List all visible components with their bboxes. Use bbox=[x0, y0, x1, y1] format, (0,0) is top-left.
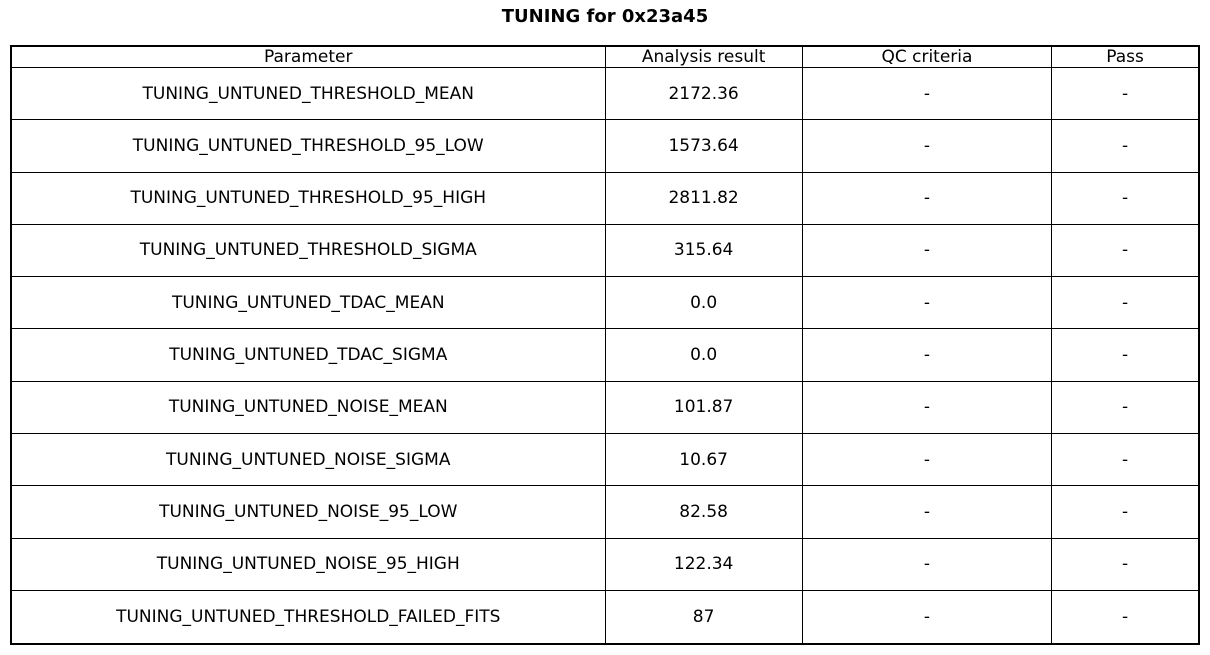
parameter-cell: TUNING_UNTUNED_THRESHOLD_MEAN bbox=[10, 66, 606, 121]
qc-criteria-cell: - bbox=[801, 276, 1053, 330]
table-header: Parameter Analysis result QC criteria Pa… bbox=[10, 45, 1200, 68]
analysis-result-cell: 87 bbox=[604, 589, 803, 645]
table-row: TUNING_UNTUNED_NOISE_95_HIGH 122.34- - bbox=[10, 537, 1200, 591]
col-header-qc-criteria: QC criteria bbox=[801, 45, 1053, 68]
qc-criteria-cell: - bbox=[801, 537, 1053, 591]
pass-cell: - bbox=[1051, 66, 1200, 121]
parameter-cell: TUNING_UNTUNED_NOISE_95_LOW bbox=[10, 485, 606, 539]
parameter-cell: TUNING_UNTUNED_NOISE_MEAN bbox=[10, 380, 606, 434]
analysis-result-cell: 82.58 bbox=[604, 485, 803, 539]
qc-criteria-cell: - bbox=[801, 432, 1053, 487]
qc-criteria-cell: - bbox=[801, 223, 1053, 278]
parameter-cell: TUNING_UNTUNED_THRESHOLD_95_HIGH bbox=[10, 171, 606, 225]
analysis-result-cell: 1573.64 bbox=[604, 119, 803, 173]
analysis-result-cell: 101.87 bbox=[604, 380, 803, 434]
pass-cell: - bbox=[1051, 380, 1200, 434]
qc-criteria-cell: - bbox=[801, 380, 1053, 434]
parameter-cell: TUNING_UNTUNED_TDAC_SIGMA bbox=[10, 328, 606, 382]
pass-cell: - bbox=[1051, 589, 1200, 645]
pass-cell: - bbox=[1051, 537, 1200, 591]
analysis-result-cell: 315.64 bbox=[604, 223, 803, 278]
parameter-cell: TUNING_UNTUNED_NOISE_SIGMA bbox=[10, 432, 606, 487]
analysis-result-cell: 10.67 bbox=[604, 432, 803, 487]
parameter-cell: TUNING_UNTUNED_TDAC_MEAN bbox=[10, 276, 606, 330]
table-row: TUNING_UNTUNED_THRESHOLD_95_LOW 1573.64- - bbox=[10, 119, 1200, 173]
parameter-cell: TUNING_UNTUNED_NOISE_95_HIGH bbox=[10, 537, 606, 591]
col-header-parameter: Parameter bbox=[10, 45, 606, 68]
analysis-result-cell: 0.0 bbox=[604, 276, 803, 330]
qc-criteria-cell: - bbox=[801, 589, 1053, 645]
parameter-cell: TUNING_UNTUNED_THRESHOLD_95_LOW bbox=[10, 119, 606, 173]
analysis-result-cell: 0.0 bbox=[604, 328, 803, 382]
pass-cell: - bbox=[1051, 328, 1200, 382]
pass-cell: - bbox=[1051, 223, 1200, 278]
table-row: TUNING_UNTUNED_NOISE_MEAN 101.87- - bbox=[10, 380, 1200, 434]
table-row: TUNING_UNTUNED_TDAC_MEAN 0.0- - bbox=[10, 276, 1200, 330]
table-body: TUNING_UNTUNED_THRESHOLD_MEAN 2172.36- - TU… bbox=[10, 66, 1200, 645]
col-header-pass: Pass bbox=[1051, 45, 1200, 68]
pass-cell: - bbox=[1051, 119, 1200, 173]
table-row: TUNING_UNTUNED_NOISE_95_LOW 82.58- - bbox=[10, 485, 1200, 539]
pass-cell: - bbox=[1051, 485, 1200, 539]
table-row: TUNING_UNTUNED_THRESHOLD_95_HIGH 2811.82-… bbox=[10, 171, 1200, 225]
table-row: TUNING_UNTUNED_NOISE_SIGMA 10.67- - bbox=[10, 432, 1200, 487]
qc-criteria-cell: - bbox=[801, 66, 1053, 121]
analysis-result-cell: 2172.36 bbox=[604, 66, 803, 121]
page-title: TUNING for 0x23a45 bbox=[501, 6, 709, 27]
pass-cell: - bbox=[1051, 276, 1200, 330]
parameter-cell: TUNING_UNTUNED_THRESHOLD_FAILED_FITS bbox=[10, 589, 606, 645]
analysis-result-cell: 122.34 bbox=[604, 537, 803, 591]
header-row: Parameter Analysis result QC criteria Pa… bbox=[10, 45, 1200, 68]
qc-analysis-table: Parameter Analysis result QC criteria Pa… bbox=[10, 45, 1200, 645]
analysis-result-cell: 2811.82 bbox=[604, 171, 803, 225]
table-row: TUNING_UNTUNED_THRESHOLD_SIGMA 315.64- - bbox=[10, 223, 1200, 278]
qc-criteria-cell: - bbox=[801, 328, 1053, 382]
pass-cell: - bbox=[1051, 171, 1200, 225]
pass-cell: - bbox=[1051, 432, 1200, 487]
qc-criteria-cell: - bbox=[801, 171, 1053, 225]
table-row: TUNING_UNTUNED_THRESHOLD_MEAN 2172.36- - bbox=[10, 66, 1200, 121]
parameter-cell: TUNING_UNTUNED_THRESHOLD_SIGMA bbox=[10, 223, 606, 278]
table-row: TUNING_UNTUNED_THRESHOLD_FAILED_FITS 87- - bbox=[10, 589, 1200, 645]
qc-criteria-cell: - bbox=[801, 485, 1053, 539]
qc-criteria-cell: - bbox=[801, 119, 1053, 173]
table-row: TUNING_UNTUNED_TDAC_SIGMA 0.0- - bbox=[10, 328, 1200, 382]
col-header-analysis-result: Analysis result bbox=[604, 45, 803, 68]
